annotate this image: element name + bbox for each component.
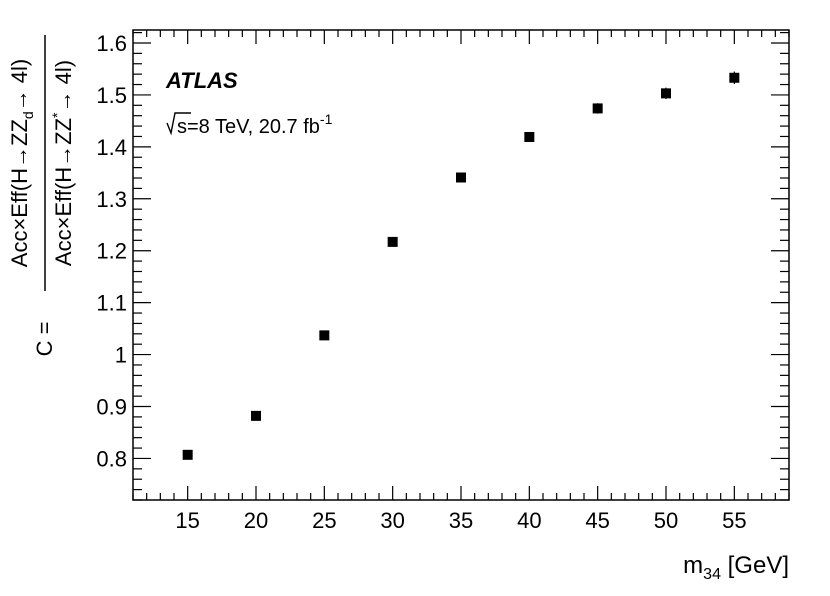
svg-text:s=8 TeV, 20.7 fb-1: s=8 TeV, 20.7 fb-1 <box>177 111 333 138</box>
y-tick-label: 1.4 <box>96 135 127 160</box>
y-tick-label: 1 <box>115 343 127 368</box>
axis-ticks-group: 15 20 25 30 35 40 45 50 55 0.8 0.9 1 1.1 1.2 1.3 1.4 1.5… <box>96 30 790 533</box>
y-tick-label: 1.3 <box>96 187 127 212</box>
x-tick-label: 30 <box>380 508 404 533</box>
x-tick-label: 20 <box>244 508 268 533</box>
data-point <box>661 88 671 99</box>
x-tick-label: 25 <box>312 508 336 533</box>
sqrt-symbol <box>166 112 191 136</box>
y-axis-title: C = Acc×Eff(H→ZZd→ 4l) Acc×Eff(H→ZZ*→ 4l… <box>7 35 76 356</box>
lumi-label: s=8 TeV, 20.7 fb-1 <box>166 111 333 138</box>
data-point <box>182 449 193 460</box>
y-tick-label: 0.9 <box>96 395 127 420</box>
data-points-group <box>182 71 740 460</box>
y-axis-title-denominator: Acc×Eff(H→ZZ*→ 4l) <box>49 60 76 266</box>
data-point <box>456 172 466 183</box>
y-tick-label: 1.2 <box>96 239 127 264</box>
x-axis-title-subscript: 34 <box>703 566 721 583</box>
lumi-text: s=8 TeV, 20.7 fb <box>177 116 320 138</box>
y-tick-label: 1.5 <box>96 83 127 108</box>
x-axis-title-unit: [GeV] <box>721 552 789 579</box>
data-point <box>319 330 330 341</box>
data-point <box>592 103 603 114</box>
x-tick-label: 50 <box>654 508 678 533</box>
data-point <box>387 236 398 247</box>
x-axis-title: m34 [GeV] <box>683 552 789 583</box>
y-tick-label: 1.1 <box>96 291 127 316</box>
y-axis-denominator-superscript: * <box>49 112 65 118</box>
x-tick-label: 55 <box>722 508 746 533</box>
y-tick-label: 1.6 <box>96 31 127 56</box>
x-tick-label: 35 <box>449 508 473 533</box>
y-tick-label: 0.8 <box>96 446 127 471</box>
x-tick-label: 45 <box>585 508 609 533</box>
y-axis-title-prefix: C = <box>32 322 57 357</box>
x-axis-title-main: m <box>683 552 703 579</box>
plot-frame <box>132 29 790 501</box>
x-tick-label: 40 <box>517 508 541 533</box>
y-axis-title-numerator: Acc×Eff(H→ZZd→ 4l) <box>7 59 36 267</box>
data-point <box>729 72 740 83</box>
data-point <box>251 410 261 421</box>
x-tick-label: 15 <box>175 508 199 533</box>
lumi-superscript: -1 <box>320 111 333 127</box>
atlas-label: ATLAS <box>165 68 238 93</box>
plot-frame-group <box>132 29 790 501</box>
y-axis-numerator-subscript: d <box>20 111 36 119</box>
data-point <box>524 131 535 142</box>
